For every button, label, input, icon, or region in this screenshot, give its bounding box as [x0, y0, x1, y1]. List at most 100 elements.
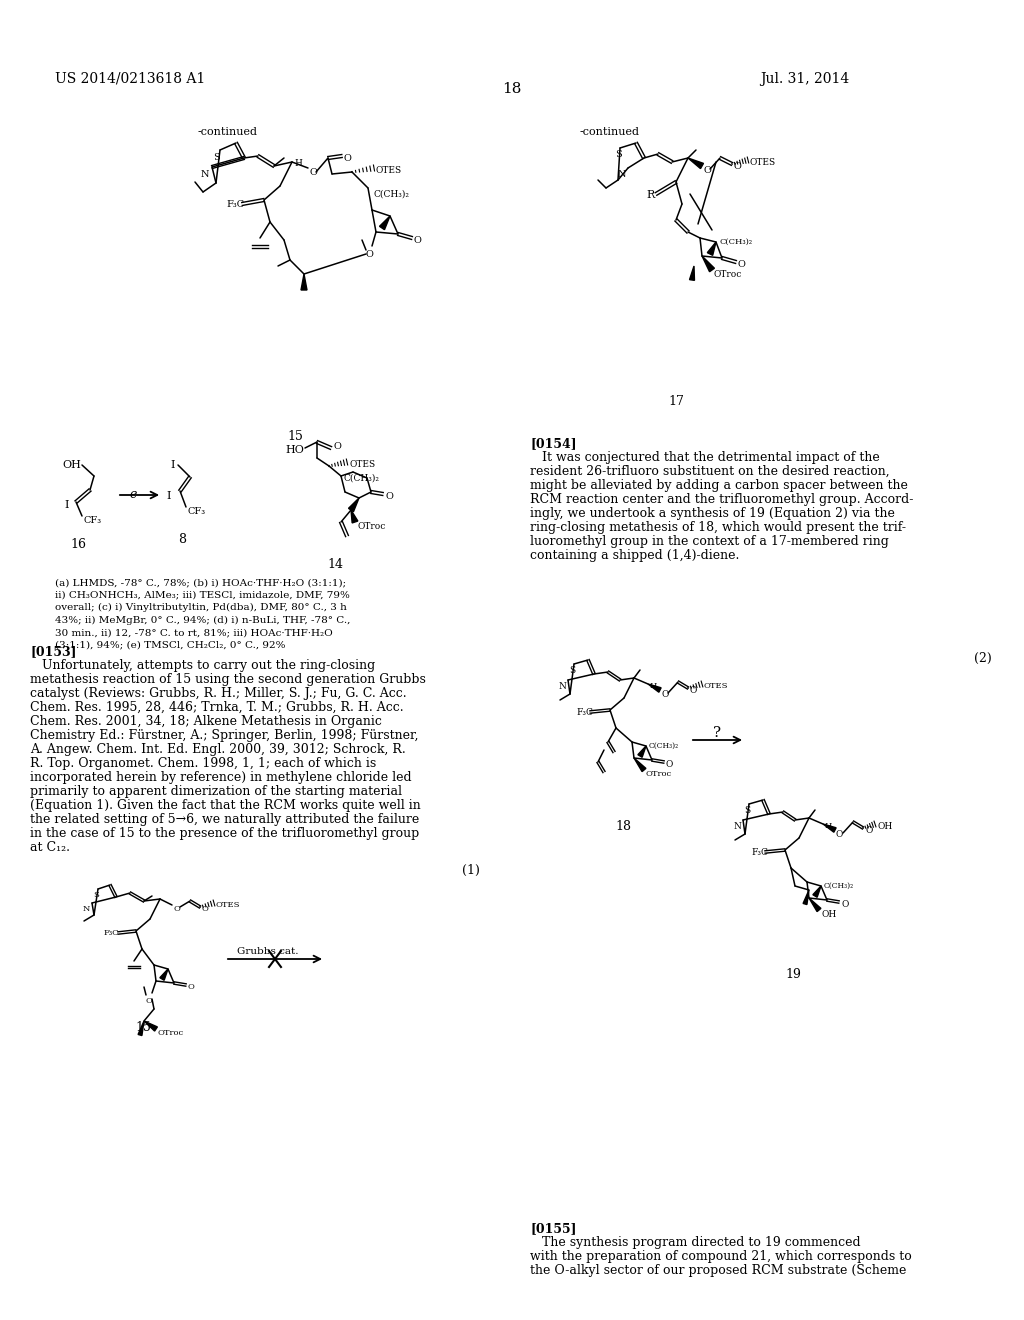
Text: CF₃: CF₃: [188, 507, 206, 516]
Text: (2): (2): [974, 652, 992, 665]
Text: 30 min., ii) 12, -78° C. to rt, 81%; iii) HOAc·THF·H₂O: 30 min., ii) 12, -78° C. to rt, 81%; iii…: [55, 628, 333, 638]
Text: -continued: -continued: [580, 127, 640, 137]
Text: OH: OH: [62, 459, 81, 470]
Polygon shape: [138, 1020, 144, 1036]
Text: OTES: OTES: [750, 158, 776, 168]
Text: might be alleviated by adding a carbon spacer between the: might be alleviated by adding a carbon s…: [530, 479, 908, 492]
Text: OTES: OTES: [376, 166, 402, 176]
Text: C(CH₃)₂: C(CH₃)₂: [824, 882, 854, 890]
Polygon shape: [708, 242, 716, 255]
Text: It was conjectured that the detrimental impact of the: It was conjectured that the detrimental …: [530, 451, 880, 465]
Text: O: O: [666, 760, 674, 770]
Text: containing a shipped (1,4)-diene.: containing a shipped (1,4)-diene.: [530, 549, 739, 562]
Text: OTES: OTES: [216, 902, 241, 909]
Polygon shape: [823, 824, 837, 832]
Text: OTroc: OTroc: [158, 1030, 184, 1038]
Text: (3:1:1), 94%; (e) TMSCl, CH₂Cl₂, 0° C., 92%: (3:1:1), 94%; (e) TMSCl, CH₂Cl₂, 0° C., …: [55, 640, 286, 649]
Text: Jul. 31, 2014: Jul. 31, 2014: [760, 73, 849, 86]
Text: Chem. Res. 1995, 28, 446; Trnka, T. M.; Grubbs, R. H. Acc.: Chem. Res. 1995, 28, 446; Trnka, T. M.; …: [30, 701, 403, 714]
Text: The synthesis program directed to 19 commenced: The synthesis program directed to 19 com…: [530, 1236, 860, 1249]
Text: 18: 18: [503, 82, 521, 96]
Text: C(CH₃)₂: C(CH₃)₂: [374, 190, 410, 199]
Text: US 2014/0213618 A1: US 2014/0213618 A1: [55, 73, 205, 86]
Text: O: O: [738, 260, 745, 269]
Polygon shape: [813, 886, 821, 898]
Text: Unfortunately, attempts to carry out the ring-closing: Unfortunately, attempts to carry out the…: [30, 659, 375, 672]
Text: ring-closing metathesis of 18, which would present the trif-: ring-closing metathesis of 18, which wou…: [530, 521, 906, 535]
Text: O: O: [188, 983, 195, 991]
Text: ?: ?: [713, 726, 721, 741]
Text: [0154]: [0154]: [530, 437, 577, 450]
Text: O: O: [690, 686, 697, 696]
Text: O: O: [309, 168, 316, 177]
Text: O: O: [146, 997, 153, 1005]
Text: CF₃: CF₃: [84, 516, 102, 525]
Text: I: I: [170, 459, 174, 470]
Text: resident 26-trifluoro substituent on the desired reaction,: resident 26-trifluoro substituent on the…: [530, 465, 890, 478]
Text: R: R: [646, 190, 654, 201]
Text: RCM reaction center and the trifluoromethyl group. Accord-: RCM reaction center and the trifluoromet…: [530, 492, 913, 506]
Text: F₃C: F₃C: [226, 201, 244, 209]
Text: C(CH₃)₂: C(CH₃)₂: [343, 474, 379, 483]
Text: e: e: [129, 488, 136, 502]
Text: N: N: [733, 822, 741, 832]
Text: OTES: OTES: [705, 682, 728, 690]
Text: 15: 15: [287, 430, 303, 444]
Text: OTES: OTES: [349, 459, 375, 469]
Text: O: O: [344, 154, 352, 162]
Text: luoromethyl group in the context of a 17-membered ring: luoromethyl group in the context of a 17…: [530, 535, 889, 548]
Text: N: N: [201, 170, 209, 180]
Text: OH: OH: [821, 909, 837, 919]
Text: S: S: [213, 153, 219, 162]
Text: overall; (c) i) Vinyltributyltin, Pd(dba), DMF, 80° C., 3 h: overall; (c) i) Vinyltributyltin, Pd(dba…: [55, 603, 347, 612]
Text: S: S: [93, 891, 99, 899]
Text: H: H: [650, 682, 657, 690]
Text: O: O: [385, 492, 393, 502]
Text: 17: 17: [668, 395, 684, 408]
Text: I: I: [63, 500, 69, 510]
Text: (a) LHMDS, -78° C., 78%; (b) i) HOAc·THF·H₂O (3:1:1);: (a) LHMDS, -78° C., 78%; (b) i) HOAc·THF…: [55, 578, 346, 587]
Text: N: N: [558, 682, 566, 690]
Text: S: S: [744, 807, 750, 814]
Polygon shape: [634, 758, 646, 772]
Text: O: O: [734, 162, 741, 172]
Text: catalyst (Reviews: Grubbs, R. H.; Miller, S. J.; Fu, G. C. Acc.: catalyst (Reviews: Grubbs, R. H.; Miller…: [30, 686, 407, 700]
Text: S: S: [614, 150, 622, 158]
Text: HO: HO: [285, 445, 304, 455]
Text: [0155]: [0155]: [530, 1222, 577, 1236]
Text: OTroc: OTroc: [646, 770, 672, 777]
Text: Chemistry Ed.: Fürstner, A.; Springer, Berlin, 1998; Fürstner,: Chemistry Ed.: Fürstner, A.; Springer, B…: [30, 729, 419, 742]
Polygon shape: [301, 275, 307, 290]
Polygon shape: [144, 1020, 158, 1031]
Text: N: N: [82, 906, 90, 913]
Text: the related setting of 5→6, we naturally attributed the failure: the related setting of 5→6, we naturally…: [30, 813, 419, 826]
Text: O: O: [836, 830, 844, 840]
Text: -continued: -continued: [198, 127, 258, 137]
Text: H: H: [294, 158, 302, 168]
Text: O: O: [662, 690, 669, 700]
Text: 18: 18: [615, 820, 631, 833]
Polygon shape: [809, 898, 821, 912]
Text: Chem. Res. 2001, 34, 18; Alkene Metathesis in Organic: Chem. Res. 2001, 34, 18; Alkene Metathes…: [30, 715, 382, 729]
Polygon shape: [648, 684, 662, 692]
Text: at C₁₂.: at C₁₂.: [30, 841, 70, 854]
Polygon shape: [348, 498, 359, 512]
Text: C(CH₃)₂: C(CH₃)₂: [720, 238, 753, 246]
Text: O: O: [841, 900, 848, 909]
Text: with the preparation of compound 21, which corresponds to: with the preparation of compound 21, whi…: [530, 1250, 911, 1263]
Text: F₃C: F₃C: [751, 847, 768, 857]
Text: (1): (1): [462, 865, 480, 876]
Text: O: O: [703, 166, 711, 176]
Text: O: O: [202, 906, 209, 913]
Text: H: H: [825, 822, 833, 830]
Polygon shape: [380, 216, 390, 230]
Polygon shape: [689, 267, 694, 280]
Text: O: O: [173, 906, 180, 913]
Text: A. Angew. Chem. Int. Ed. Engl. 2000, 39, 3012; Schrock, R.: A. Angew. Chem. Int. Ed. Engl. 2000, 39,…: [30, 743, 406, 756]
Polygon shape: [803, 890, 809, 904]
Polygon shape: [160, 969, 168, 981]
Text: 14: 14: [327, 558, 343, 572]
Text: ii) CH₃ONHCH₃, AlMe₃; iii) TESCl, imidazole, DMF, 79%: ii) CH₃ONHCH₃, AlMe₃; iii) TESCl, imidaz…: [55, 590, 350, 599]
Text: N: N: [617, 170, 627, 180]
Text: F₃C: F₃C: [104, 929, 120, 937]
